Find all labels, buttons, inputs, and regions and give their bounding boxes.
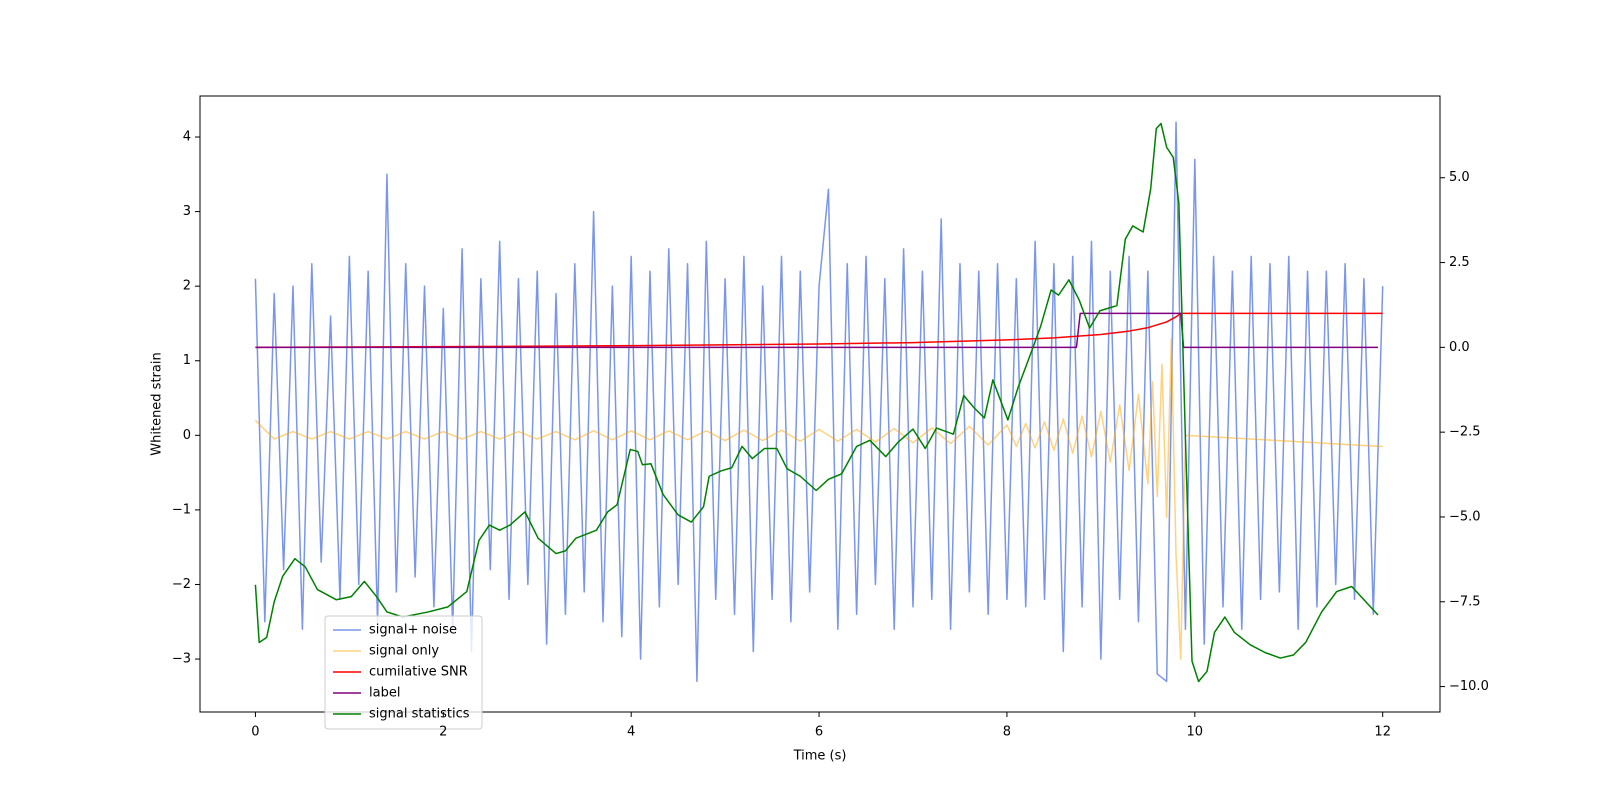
series-line — [255, 312, 1383, 349]
y-tick-label: 4 — [183, 130, 191, 145]
legend-label: label — [369, 686, 400, 701]
y-tick-label: −1 — [172, 502, 191, 517]
x-tick-label: 10 — [1187, 725, 1204, 740]
x-tick-label: 12 — [1374, 725, 1391, 740]
series-line — [254, 337, 1383, 660]
y-tick-label: −3 — [172, 652, 191, 667]
axes-frame — [199, 95, 1441, 713]
legend-label: signal+ noise — [369, 623, 457, 638]
x-tick-label: 6 — [815, 725, 823, 740]
series-line — [254, 122, 1379, 683]
x-tick-label: 8 — [1003, 725, 1011, 740]
y2-tick-label: −5.0 — [1449, 509, 1481, 524]
series-line — [255, 312, 1378, 349]
x-tick-label: 2 — [439, 725, 447, 740]
legend-label: signal only — [369, 644, 439, 659]
legend-label: signal statistics — [369, 707, 470, 722]
legend-box — [324, 615, 483, 730]
legend-label: cumilative SNR — [369, 665, 468, 680]
y2-tick-label: −7.5 — [1449, 594, 1481, 609]
y2-tick-label: 0.0 — [1449, 340, 1470, 355]
y-tick-label: −2 — [172, 577, 191, 592]
y-tick-label: 1 — [183, 353, 191, 368]
x-tick-label: 4 — [627, 725, 635, 740]
legend: signal+ noise signal only cumilative SNR la… — [324, 615, 483, 730]
plot-area — [254, 121, 1384, 683]
y2-tick-label: 2.5 — [1449, 255, 1470, 270]
y-axis-label: Whitened strain — [150, 352, 165, 455]
y2-tick-label: 5.0 — [1449, 170, 1470, 185]
y2-tick-label: −2.5 — [1449, 425, 1481, 440]
y-tick-label: 3 — [183, 204, 191, 219]
y2-tick-label: −10.0 — [1449, 679, 1489, 694]
y-tick-label: 2 — [183, 279, 191, 294]
y-tick-label: 0 — [183, 428, 191, 443]
series-line — [254, 121, 1384, 683]
x-tick-label: 0 — [251, 725, 259, 740]
x-axis-label: Time (s) — [793, 749, 847, 764]
